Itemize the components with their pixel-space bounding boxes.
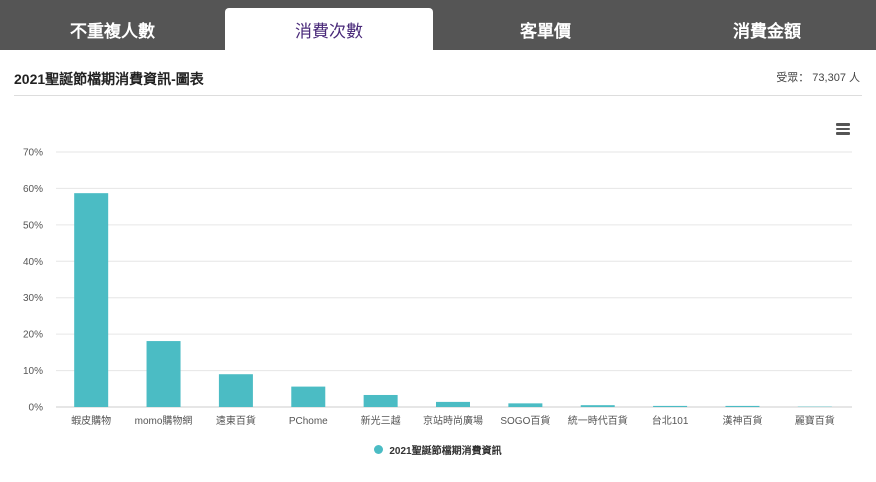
legend-dot-icon — [374, 445, 384, 454]
hamburger-menu-icon[interactable] — [836, 123, 850, 135]
x-tick-label: 新光三越 — [361, 414, 401, 427]
respondent-count: 受眾： 73,307 人 — [776, 72, 860, 84]
x-tick-label: 蝦皮購物 — [71, 414, 111, 427]
tab-unique-users[interactable]: 不重複人數 — [70, 21, 155, 41]
tab-purchase-amount[interactable]: 消費金額 — [733, 21, 801, 41]
bar[interactable] — [74, 193, 109, 407]
chart-legend[interactable]: 2021聖誕節檔期消費資訊 — [0, 442, 876, 457]
x-tick-label: 統一時代百貨 — [568, 414, 628, 427]
y-tick-label: 40% — [23, 257, 43, 268]
tab-purchase-count[interactable]: 消費次數 — [225, 8, 433, 50]
y-tick-label: 10% — [23, 366, 43, 377]
y-tick-label: 60% — [23, 184, 43, 195]
bar[interactable] — [291, 386, 326, 407]
x-tick-label: 京站時尚廣場 — [423, 414, 483, 427]
bar[interactable] — [363, 394, 398, 407]
y-tick-label: 70% — [23, 148, 43, 159]
x-tick-label: 遠東百貨 — [216, 414, 256, 427]
bar[interactable] — [653, 405, 688, 407]
tab-avg-order-value[interactable]: 客單價 — [520, 21, 571, 41]
x-tick-label: 台北101 — [652, 414, 689, 427]
tab-bar: 不重複人數 消費次數 客單價 消費金額 — [0, 0, 876, 50]
bar[interactable] — [580, 405, 615, 407]
bar[interactable] — [146, 341, 181, 407]
x-tick-label: momo購物網 — [135, 414, 193, 427]
y-tick-label: 20% — [23, 330, 43, 341]
x-tick-label: 麗寶百貨 — [795, 414, 835, 427]
legend-label: 2021聖誕節檔期消費資訊 — [389, 446, 502, 457]
page-title: 2021聖誕節檔期消費資訊-圖表 — [14, 71, 204, 87]
x-tick-label: SOGO百貨 — [500, 414, 550, 427]
bar[interactable] — [725, 405, 760, 407]
bar[interactable] — [218, 374, 253, 407]
y-tick-label: 0% — [29, 403, 44, 414]
y-tick-label: 50% — [23, 220, 43, 231]
chart-header: 2021聖誕節檔期消費資訊-圖表 受眾： 73,307 人 — [14, 50, 862, 96]
bar[interactable] — [508, 403, 543, 407]
x-tick-label: 漢神百貨 — [722, 414, 762, 427]
x-tick-label: PChome — [289, 416, 328, 427]
bar[interactable] — [436, 401, 470, 407]
y-tick-label: 30% — [23, 293, 43, 304]
